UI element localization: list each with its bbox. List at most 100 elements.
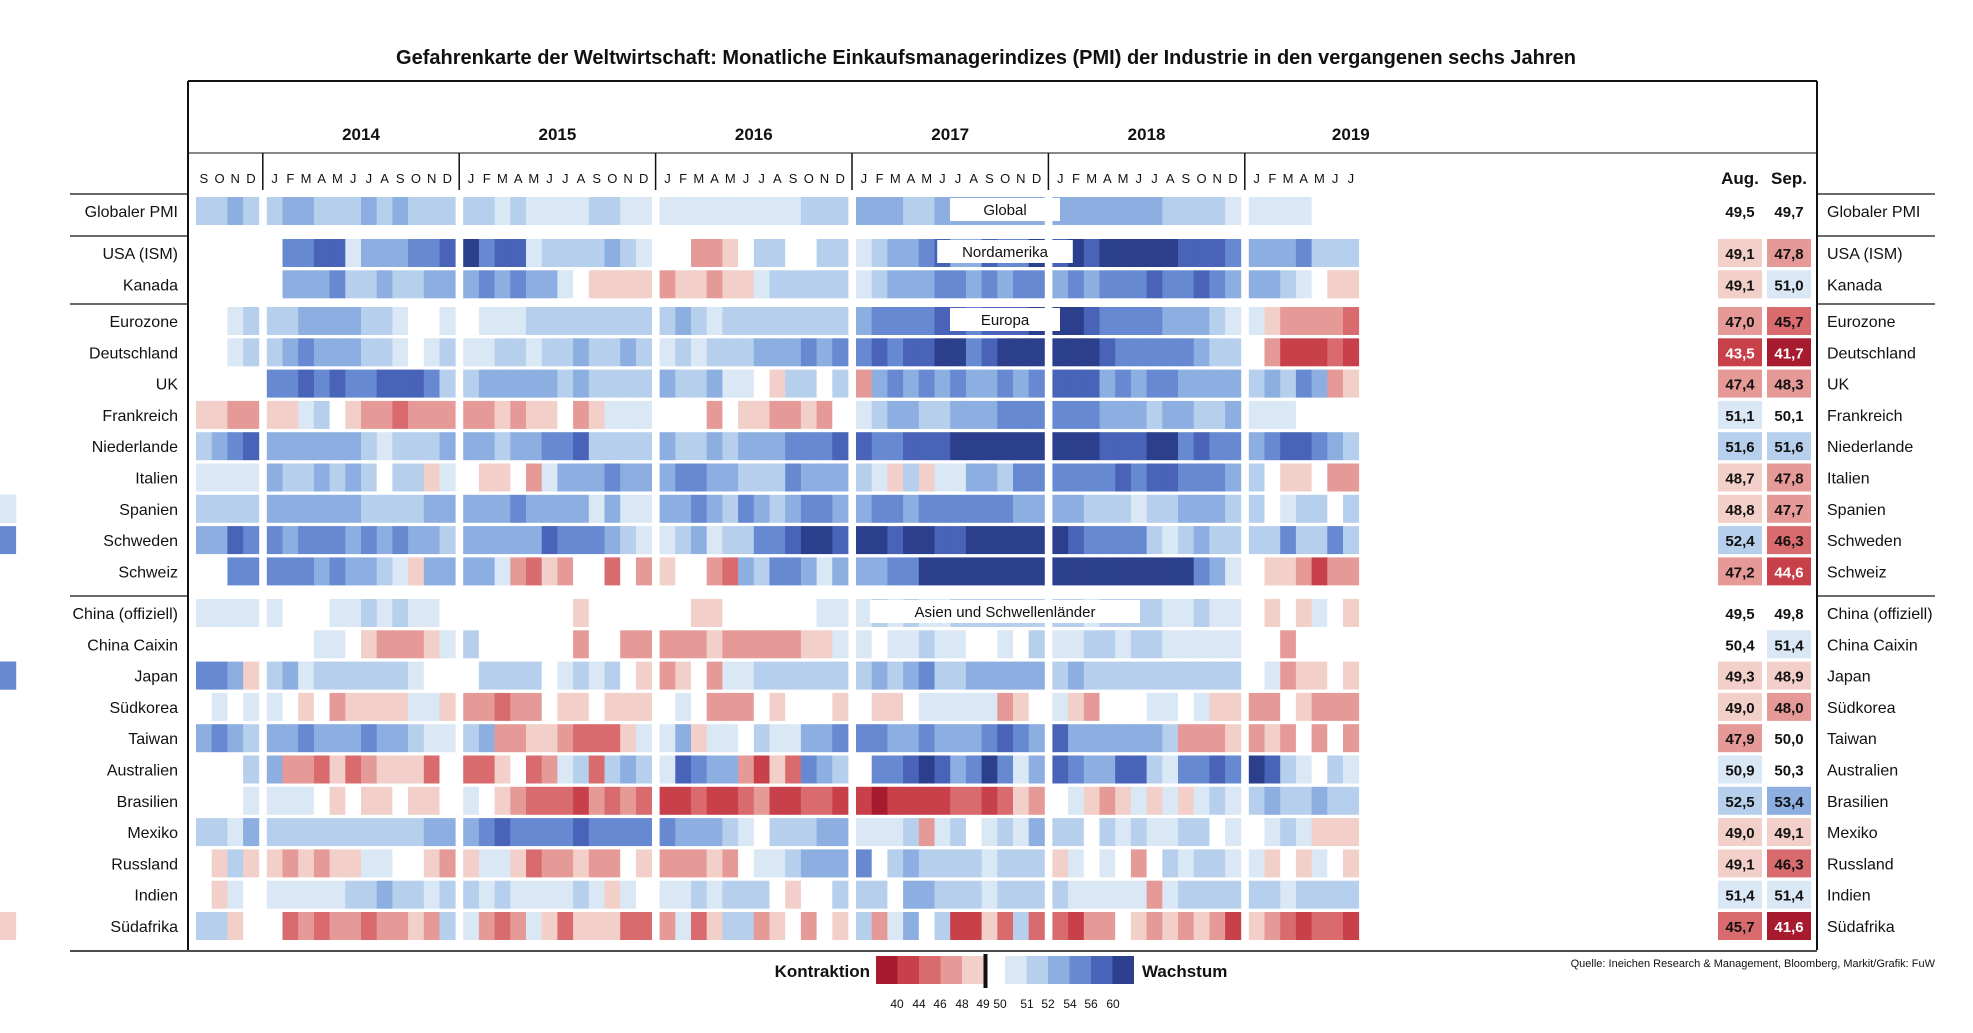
heatmap-cell [1343,463,1360,492]
heatmap-cell [1115,494,1132,523]
heatmap-cell [227,849,244,878]
heatmap-cell [1115,338,1132,367]
heatmap-cell [588,338,605,367]
heatmap-cell [510,692,527,721]
heatmap-cell [345,239,362,267]
heatmap-cell [439,494,456,523]
heatmap-cell [675,338,692,367]
heatmap-cell [800,239,817,267]
heatmap-cell [526,432,543,461]
heatmap-cell [832,849,849,878]
heatmap-cell [691,338,708,367]
heatmap-cell [361,338,378,367]
heatmap-cell [282,786,299,815]
heatmap-cell [494,526,511,555]
heatmap-cell [541,912,558,940]
heatmap-cell [635,724,652,753]
heatmap-cell [392,369,409,398]
month-letter: N [820,171,829,186]
heatmap-cell [832,270,849,299]
heatmap-cell [345,786,362,815]
heatmap-cell [918,661,935,690]
heatmap-cell [1162,338,1179,367]
heatmap-cell [423,786,440,815]
heatmap-cell [313,724,330,753]
heatmap-cell [1280,755,1297,784]
heatmap-cell [526,307,543,335]
heatmap-cell [243,463,260,492]
heatmap-cell [738,755,755,784]
heatmap-cell [1248,849,1265,878]
heatmap-cell [408,692,425,721]
heatmap-cell [510,307,527,335]
heatmap-cell [816,338,833,367]
aug-value-box [1718,692,1762,721]
heatmap-cell [408,463,425,492]
year-label: 2017 [931,125,969,144]
heatmap-cell [463,849,480,878]
heatmap-cell [541,197,558,225]
heatmap-cell [298,494,315,523]
heatmap-cell [1327,849,1344,878]
heatmap-cell [1178,432,1195,461]
heatmap-cell [722,786,739,815]
heatmap-cell [738,239,755,267]
heatmap-cell [463,369,480,398]
heatmap-cell [376,307,393,335]
heatmap-cell [408,270,425,299]
heatmap-cell [832,307,849,335]
heatmap-cell [526,818,543,847]
heatmap-cell [675,818,692,847]
heatmap-cell [0,912,17,940]
heatmap-cell [1013,692,1030,721]
aug-value: 51,4 [1725,888,1755,905]
heatmap-cell [541,432,558,461]
heatmap-cell [298,880,315,909]
heatmap-cell [1115,880,1132,909]
heatmap-cell [510,432,527,461]
heatmap-cell [1311,599,1328,627]
heatmap-cell [510,463,527,492]
group-label-bg [950,308,1060,331]
heatmap-cell [604,692,621,721]
heatmap-cell [282,400,299,429]
heatmap-cell [753,692,770,721]
heatmap-cell [227,692,244,721]
heatmap-cell [588,786,605,815]
heatmap-cell [376,724,393,753]
heatmap-cell [1162,307,1179,335]
row-label-right: Eurozone [1827,314,1896,331]
heatmap-cell [526,880,543,909]
heatmap-cell [1028,557,1045,586]
aug-value: 49,1 [1725,246,1754,263]
heatmap-cell [1225,818,1242,847]
heatmap-cell [722,432,739,461]
heatmap-cell [1146,661,1163,690]
heatmap-cell [659,239,676,267]
heatmap-cell [856,369,873,398]
heatmap-cell [1264,724,1281,753]
heatmap-cell [1280,400,1297,429]
heatmap-cell [1178,270,1195,299]
heatmap-cell [659,786,676,815]
row-label-left: Schweiz [118,564,178,581]
heatmap-cell [1327,239,1344,267]
heatmap-cell [887,912,904,940]
heatmap-cell [753,557,770,586]
row-label-right: Schweden [1827,533,1902,550]
heatmap-cell [753,526,770,555]
heatmap-cell [282,599,299,627]
aug-value-box [1718,197,1762,225]
heatmap-cell [1225,599,1242,627]
heatmap-cell [478,818,495,847]
heatmap-cell [494,432,511,461]
heatmap-cell [635,912,652,940]
aug-value: 49,0 [1725,825,1754,842]
heatmap-cell [439,270,456,299]
heatmap-cell [439,818,456,847]
heatmap-cell [635,818,652,847]
heatmap-cell [918,400,935,429]
heatmap-cell [1028,661,1045,690]
row-label-right: Südafrika [1827,919,1895,936]
heatmap-cell [903,557,920,586]
